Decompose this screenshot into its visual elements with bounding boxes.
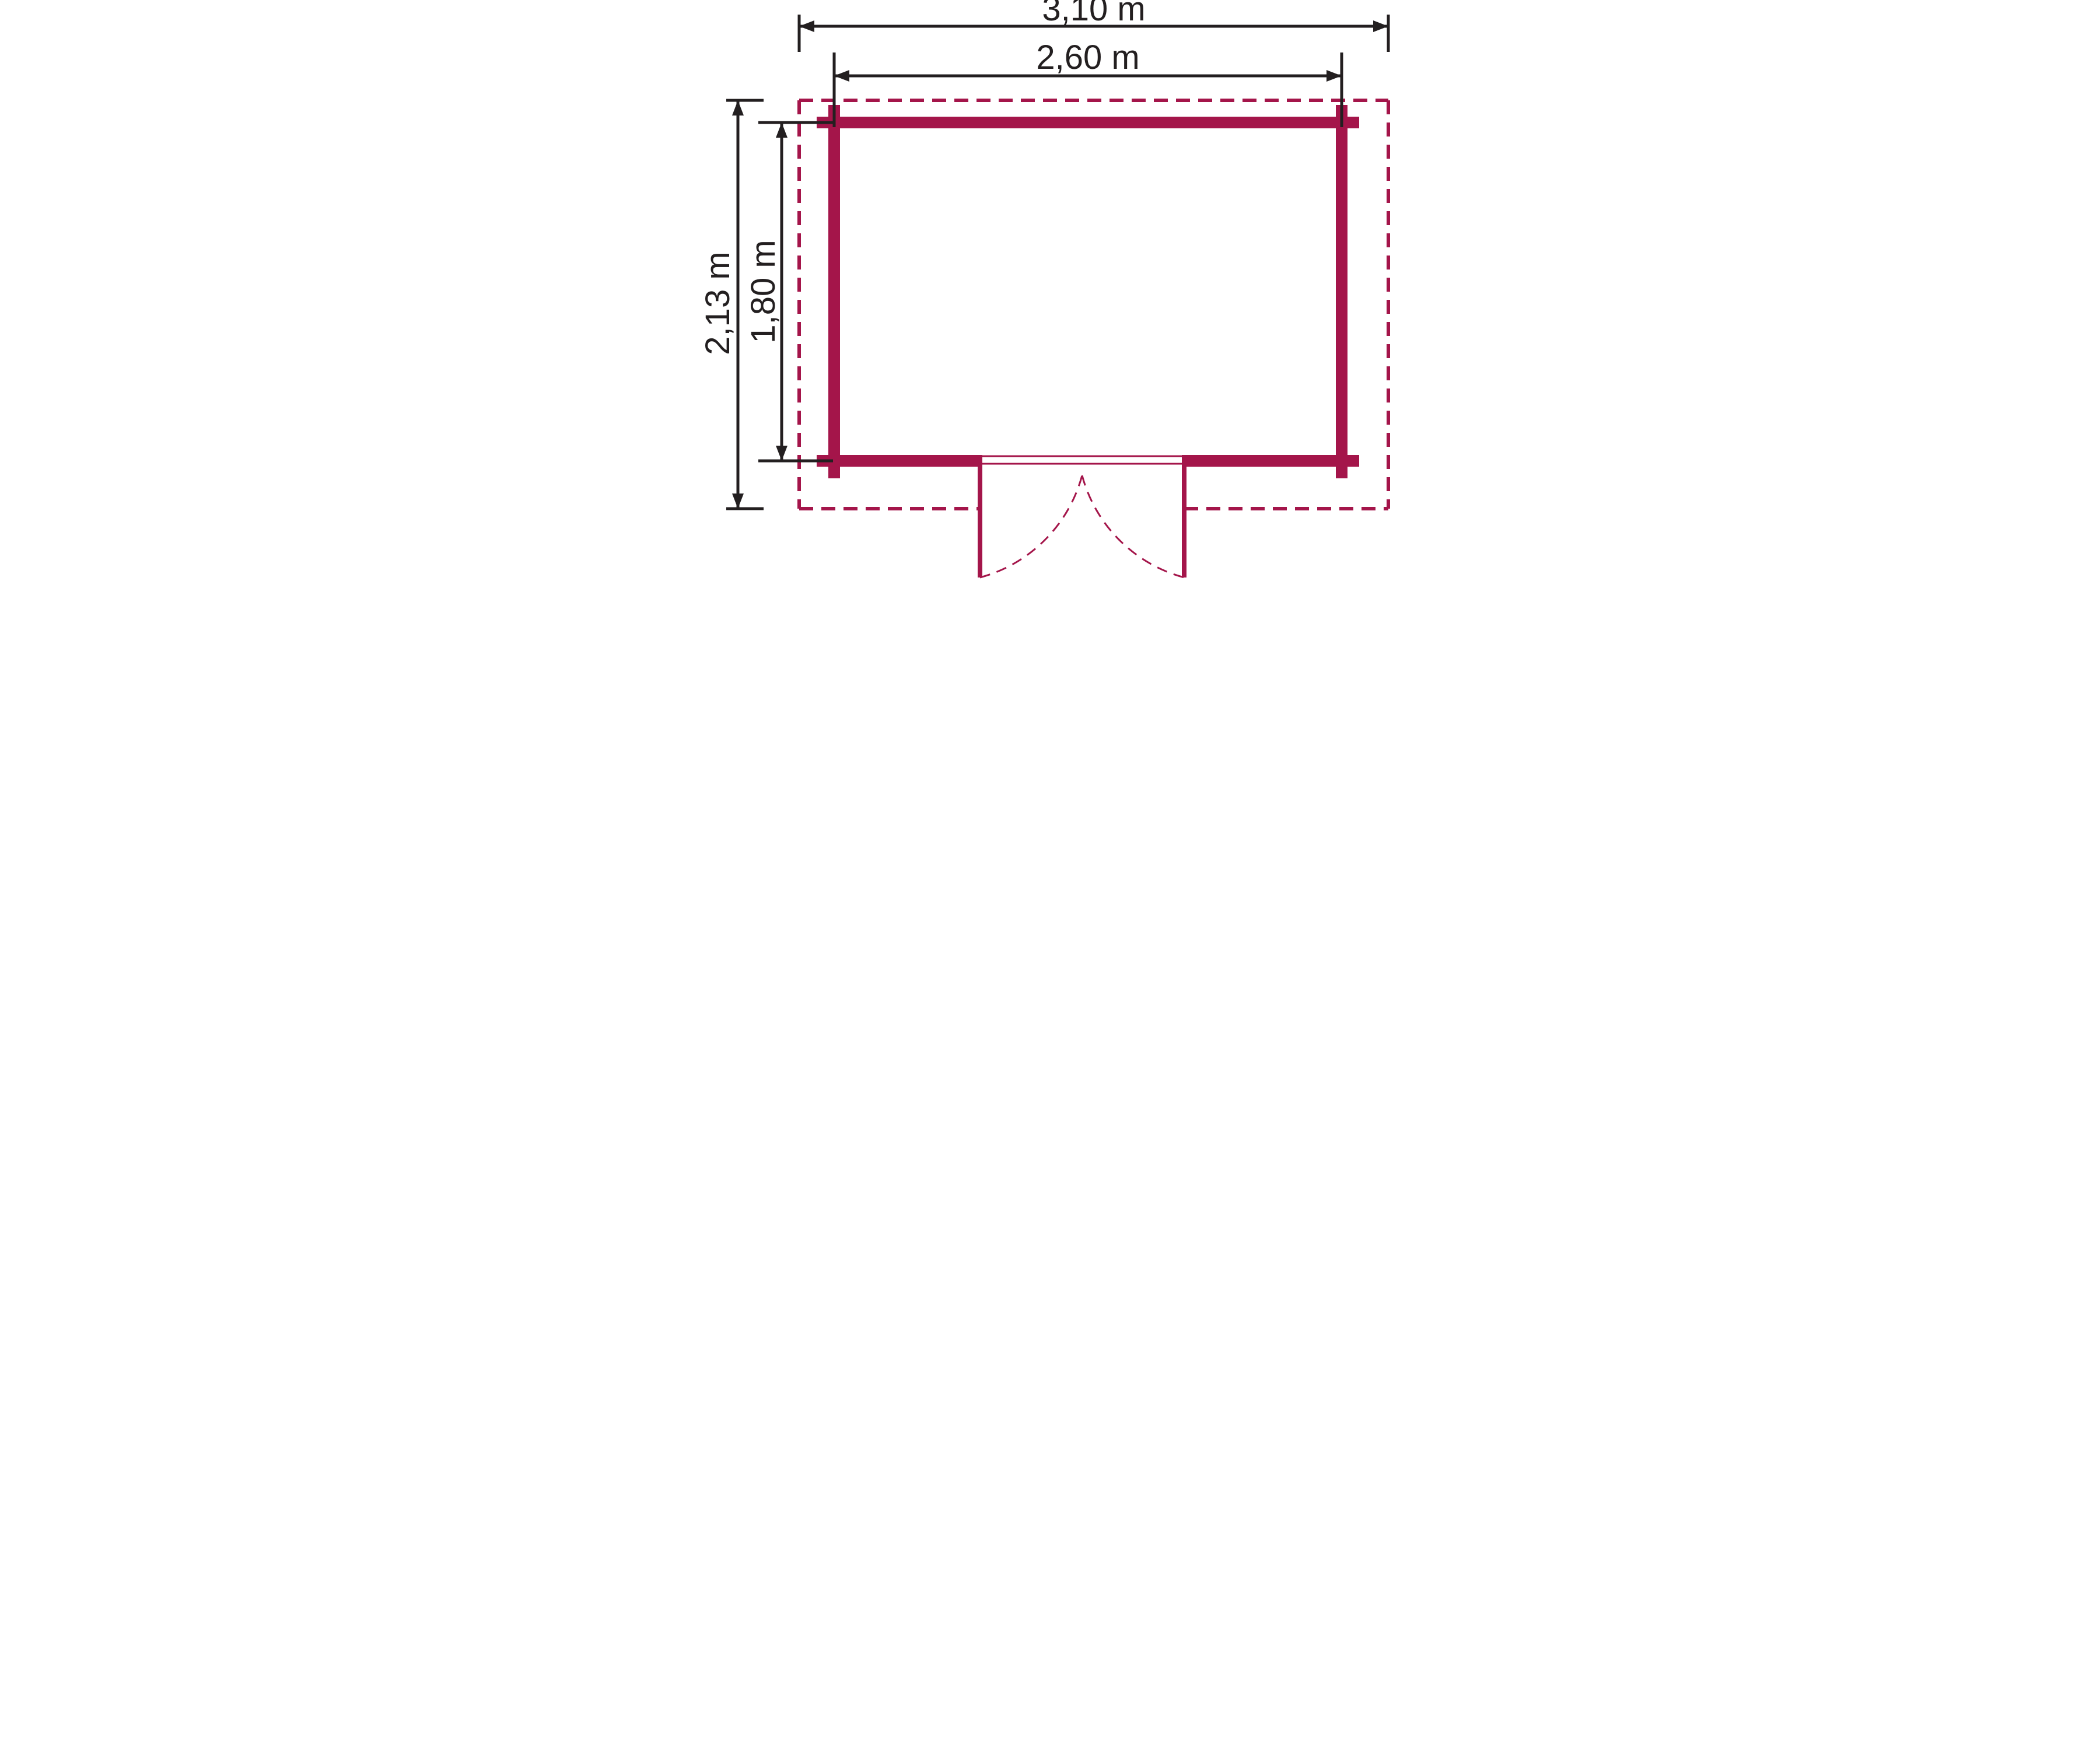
dim-height-outer-label: 2,13 m [700, 251, 737, 355]
dim-width-outer-label: 3,10 m [1042, 0, 1145, 28]
dim-height-inner-label: 1,80 m [744, 240, 782, 343]
dim-width-inner-label: 2,60 m [1036, 38, 1139, 76]
